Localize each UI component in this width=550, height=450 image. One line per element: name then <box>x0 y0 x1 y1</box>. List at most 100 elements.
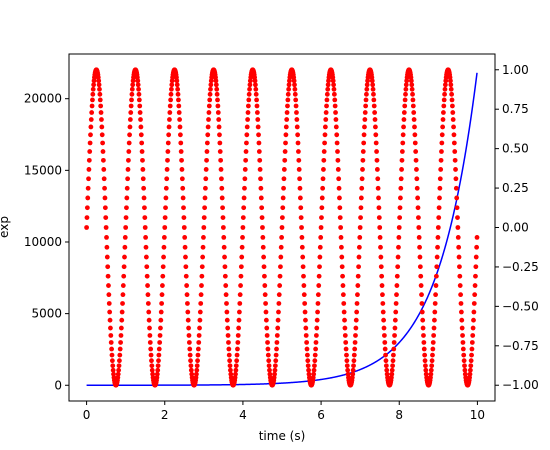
data-point <box>263 317 269 323</box>
data-point <box>297 176 302 182</box>
data-point <box>324 91 330 97</box>
data-point <box>321 149 327 154</box>
data-point <box>241 195 247 201</box>
data-point <box>197 309 203 315</box>
data-point <box>202 205 208 211</box>
data-point <box>321 157 327 163</box>
data-point <box>451 132 457 138</box>
data-point <box>108 333 114 338</box>
data-point <box>99 124 105 130</box>
data-point <box>201 235 206 240</box>
data-point <box>354 309 360 315</box>
data-point <box>330 78 336 84</box>
data-point <box>331 86 337 92</box>
data-point <box>420 325 426 331</box>
data-point <box>262 292 268 298</box>
data-point <box>160 264 166 270</box>
data-point <box>240 235 245 240</box>
data-point <box>155 367 161 373</box>
data-point <box>342 333 348 338</box>
data-point <box>416 225 422 230</box>
data-point <box>183 264 189 270</box>
data-point <box>294 110 299 115</box>
data-point <box>97 86 102 92</box>
data-point <box>381 325 387 331</box>
x-axis-label: time (s) <box>259 429 306 443</box>
data-point <box>319 195 325 201</box>
data-point <box>122 244 128 250</box>
data-point <box>359 185 365 191</box>
data-point <box>176 103 182 109</box>
data-point <box>84 225 89 230</box>
data-point <box>300 264 306 270</box>
data-point <box>125 167 131 172</box>
data-point <box>159 292 165 298</box>
data-point <box>84 215 90 221</box>
data-point <box>320 176 326 182</box>
data-point <box>239 254 245 260</box>
data-point <box>400 132 406 138</box>
data-point <box>199 283 204 288</box>
data-point <box>143 235 149 240</box>
data-point <box>460 333 465 338</box>
data-point <box>194 367 200 373</box>
data-point <box>305 352 310 358</box>
data-point <box>471 309 477 315</box>
data-point <box>253 86 259 92</box>
y-tick-label-right: 1.00 <box>502 63 529 77</box>
data-point <box>332 97 338 103</box>
data-point <box>177 132 183 138</box>
data-point <box>340 273 345 279</box>
data-point <box>422 352 428 358</box>
data-point <box>165 149 171 154</box>
data-point <box>247 86 252 92</box>
data-point <box>178 149 184 154</box>
x-tick-label: 6 <box>317 408 325 422</box>
data-point <box>301 273 306 279</box>
data-point <box>256 132 261 138</box>
data-point <box>247 82 253 88</box>
data-point <box>453 176 459 182</box>
data-point <box>274 346 279 352</box>
data-point <box>294 117 300 122</box>
y-tick-label-right: 0.25 <box>502 181 529 195</box>
data-point <box>222 273 228 279</box>
data-point <box>129 91 135 97</box>
data-point <box>145 292 151 298</box>
data-point <box>438 157 444 163</box>
data-point <box>237 309 242 315</box>
data-point <box>305 358 311 364</box>
data-point <box>351 363 356 369</box>
data-point <box>353 317 359 323</box>
data-point <box>275 317 281 323</box>
data-point <box>321 167 326 172</box>
data-point <box>341 301 347 306</box>
data-point <box>299 235 305 240</box>
data-point <box>120 292 126 298</box>
data-point <box>362 110 368 115</box>
data-point <box>413 157 419 163</box>
data-point <box>364 86 370 92</box>
data-point <box>295 132 301 138</box>
data-point <box>433 273 439 279</box>
data-point <box>338 225 344 230</box>
data-point <box>162 215 168 221</box>
data-point <box>397 205 403 211</box>
data-point <box>472 292 478 298</box>
data-point <box>174 78 180 84</box>
data-point <box>454 205 460 211</box>
data-point <box>158 325 163 331</box>
data-point <box>278 264 283 270</box>
data-point <box>374 157 380 163</box>
data-point <box>136 91 142 97</box>
data-point <box>363 97 369 103</box>
data-point <box>356 264 361 270</box>
data-point <box>383 358 389 364</box>
data-point <box>163 185 169 191</box>
data-point <box>145 283 150 288</box>
data-point <box>361 132 367 138</box>
data-point <box>110 367 116 373</box>
data-point <box>234 352 240 358</box>
data-point <box>216 124 222 130</box>
data-point <box>281 176 287 182</box>
